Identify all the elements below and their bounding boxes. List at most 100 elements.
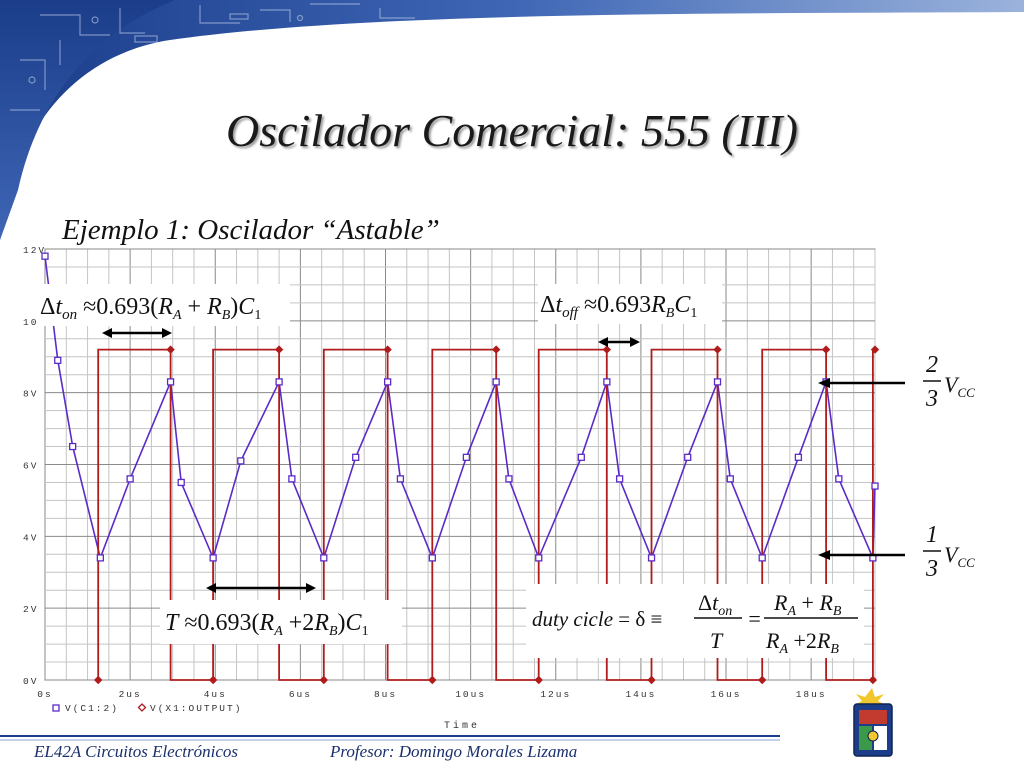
data-point-vout [713,345,722,354]
series-layer [41,252,880,685]
data-point-vc [320,554,328,562]
data-point-vc [603,378,611,386]
x-tick-label: 6us [289,689,312,700]
data-point-vc [69,442,77,451]
footer [0,735,780,741]
legend-marker-vc [52,704,60,712]
data-point-vout [383,345,392,354]
data-point-vout [428,675,437,685]
x-tick-label: 10us [455,689,486,700]
svg-text:T ≈0.693(RA +2RB)C1: T ≈0.693(RA +2RB)C1 [165,610,369,639]
data-point-vc [462,453,471,461]
period-formula-box: T ≈0.693(RA +2RB)C1 [160,600,402,644]
data-point-vc [726,475,734,483]
data-point-vc [647,554,656,562]
data-point-vc [492,378,500,386]
university-crest [853,688,893,757]
data-point-vc [505,475,513,483]
svg-text:3: 3 [925,556,938,582]
annotation-arrows [102,328,905,593]
x-tick-labels: 0s 2us 4us 6us 8us 10us 12us 14us 16us 18us [37,689,824,700]
circuit-pattern [10,3,415,111]
x-tick-label: 16us [711,689,742,700]
upper-threshold-label: 2 3 VCC [923,352,975,412]
data-point-vc [96,554,104,562]
data-point-vc [54,356,62,364]
data-point-vout [821,345,831,354]
data-point-vout [166,345,175,354]
header-banner [0,0,1024,240]
data-point-vc [383,378,392,386]
data-point-vout [757,675,767,685]
data-point-vc [396,475,405,483]
data-point-vc [41,252,49,260]
toff-formula-box: Δtoff ≈0.693RBC1 [538,284,722,324]
legend-label-vc: V(C1:2) [65,703,119,714]
y-tick-labels: 0V 2V 4V 6V 8V 10V 12V [23,245,46,687]
svg-text:VCC: VCC [944,542,975,570]
data-point-vc [126,475,134,483]
y-tick-label: 4V [23,532,38,543]
y-tick-label: 12V [23,245,46,256]
data-point-vc [166,378,175,386]
x-tick-label: 2us [119,689,142,700]
data-point-vc [577,453,585,461]
svg-text:RA +2RB: RA +2RB [765,628,839,657]
data-point-vout [319,675,329,685]
slide-title: Oscilador Comercial: 555 (III) [226,105,798,156]
legend-label-vout: V(X1:OUTPUT) [150,703,242,714]
data-point-vc [288,475,296,483]
svg-text:VCC: VCC [944,372,975,400]
data-point-vc [535,554,543,562]
svg-text:3: 3 [925,386,938,412]
data-point-vout [491,345,501,354]
data-point-vc [428,554,436,562]
x-tick-label: 4us [204,689,227,700]
data-point-vout [870,345,880,354]
svg-text:2: 2 [926,352,938,378]
legend-marker-vout [137,703,147,712]
data-point-vc [275,378,283,386]
x-axis-label: Time [444,720,480,732]
y-tick-label: 10V [23,317,46,328]
svg-text:Δton: Δton [698,590,732,619]
x-tick-label: 14us [625,689,656,700]
svg-text:Δtoff ≈0.693RBC1: Δtoff ≈0.693RBC1 [540,292,697,321]
duty-formula-box: duty cicle = δ ≡ Δton T = RA + RB RA +2R… [526,584,864,658]
data-point-vout [868,675,878,685]
data-point-vc [684,453,692,461]
data-point-vout [602,345,612,354]
data-point-vout [534,675,543,685]
y-tick-label: 0V [23,676,38,687]
svg-text:1: 1 [926,522,938,548]
y-tick-label: 2V [23,604,38,615]
slide-subtitle: Ejemplo 1: Oscilador “Astable” [62,214,440,246]
svg-text:Δton ≈0.693(RA + RB)C1: Δton ≈0.693(RA + RB)C1 [40,294,261,323]
data-point-vc [209,554,217,562]
legend: V(C1:2) V(X1:OUTPUT) [52,703,242,714]
series-line-vout [97,348,875,681]
svg-text:RA + RB: RA + RB [773,590,842,619]
data-point-vc [177,478,185,487]
x-tick-label: 0s [37,689,52,700]
data-point-vc [713,378,722,386]
data-point-vc [794,453,803,461]
svg-text:T: T [710,628,724,653]
data-point-vout [93,675,103,685]
x-tick-label: 8us [374,689,397,700]
data-point-vc [615,475,624,483]
x-tick-label: 12us [540,689,571,700]
ton-formula-box: Δton ≈0.693(RA + RB)C1 [36,284,290,326]
course-name: EL42A Circuitos Electrónicos [34,742,238,761]
data-point-vc [237,457,245,465]
professor-name: Profesor: Domingo Morales Lizama [330,742,578,761]
data-point-vout [647,675,656,685]
data-point-vc [758,554,766,562]
data-point-vout [208,675,218,685]
data-point-vc [352,453,360,461]
data-point-vout [274,345,284,354]
y-tick-label: 8V [23,389,38,400]
svg-text:=: = [747,606,762,631]
y-tick-label: 6V [23,461,38,472]
